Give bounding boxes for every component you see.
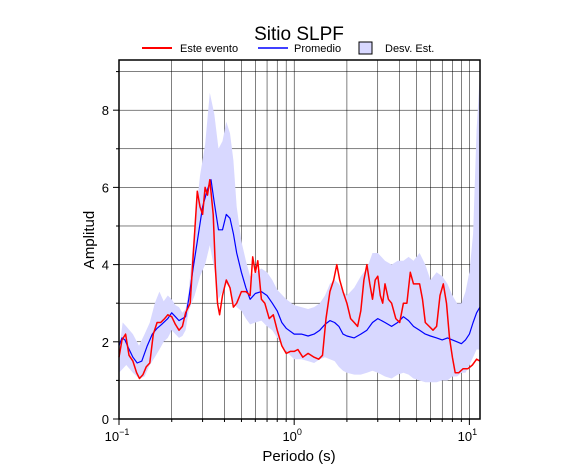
legend-label-promedio: Promedio [294, 43, 341, 55]
std-dev-band-layer [119, 71, 480, 383]
series-line-promedio [118, 179, 481, 364]
y-tick-label: 6 [102, 180, 109, 195]
y-tick-label: 8 [102, 103, 109, 118]
legend-label-desv-est: Desv. Est. [385, 43, 434, 55]
legend-label-este-evento: Este evento [180, 43, 238, 55]
x-axis-label: Periodo (s) [262, 448, 335, 465]
series-layer [118, 178, 481, 380]
legend: Este evento Promedio Desv. Est. [142, 41, 434, 55]
y-tick-label: 4 [102, 258, 109, 273]
y-axis-label: Amplitud [81, 211, 98, 269]
chart-title: Sitio SLPF [254, 24, 344, 45]
y-tick-label: 0 [102, 412, 109, 427]
series-line-este-evento [118, 178, 481, 380]
y-tick-label: 2 [102, 335, 109, 350]
x-tick-label: 100 [282, 427, 301, 444]
std-dev-band [119, 71, 480, 383]
x-tick-label: 101 [458, 427, 477, 444]
plot-frame [118, 59, 481, 420]
ticks: 0 2 4 6 8 10−1 100 101 [102, 71, 477, 444]
x-tick-label: 10−1 [105, 427, 130, 444]
legend-swatch-desv-est [358, 41, 373, 55]
